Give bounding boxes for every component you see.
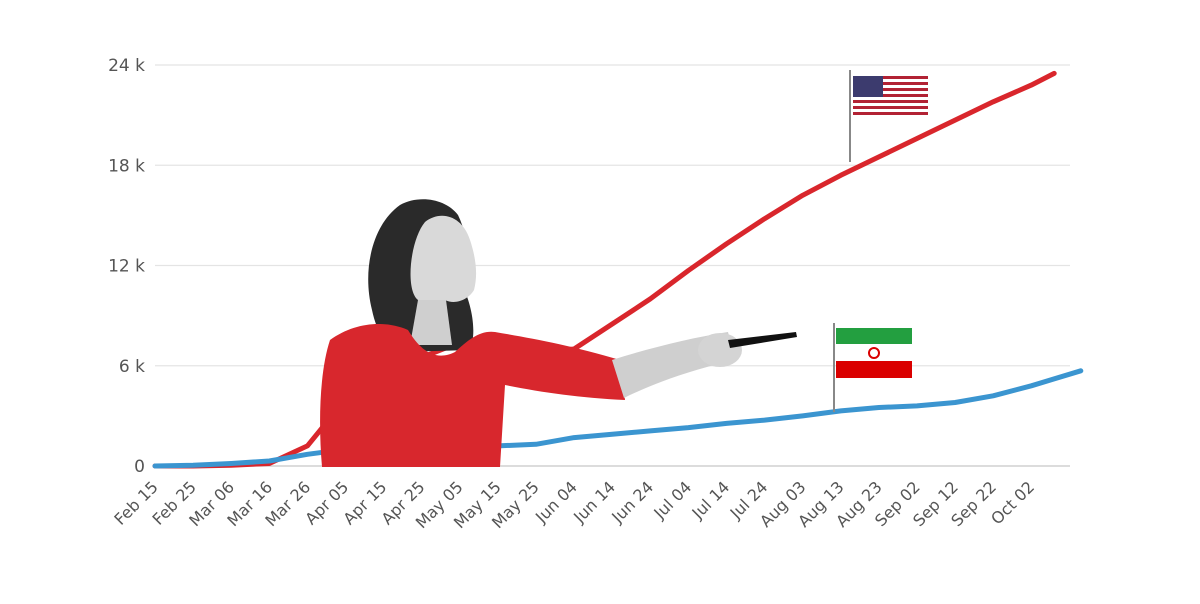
series-line-iran — [152, 368, 1084, 469]
usa-flag — [849, 70, 928, 162]
x-tick-label: Jul 14 — [688, 477, 734, 523]
iran-flag — [833, 323, 912, 412]
y-tick-label: 6 k — [119, 357, 145, 377]
y-tick-label: 12 k — [108, 257, 145, 277]
y-tick-label: 24 k — [108, 56, 145, 76]
x-tick-label: Oct 02 — [987, 477, 1038, 528]
spokesperson-illustration — [320, 199, 797, 467]
x-tick-label: Jun 14 — [569, 477, 619, 527]
series-line-usa — [152, 70, 1057, 469]
grid — [155, 64, 1070, 467]
x-tick-label: Jul 04 — [649, 477, 695, 523]
y-tick-label: 0 — [134, 457, 145, 477]
x-tick-label: Jun 04 — [531, 477, 581, 527]
y-axis: 0 6 k 12 k 18 k 24 k — [108, 56, 145, 477]
y-tick-label: 18 k — [108, 156, 145, 176]
series-lines — [152, 70, 1084, 469]
x-tick-label: Jun 24 — [607, 477, 657, 527]
